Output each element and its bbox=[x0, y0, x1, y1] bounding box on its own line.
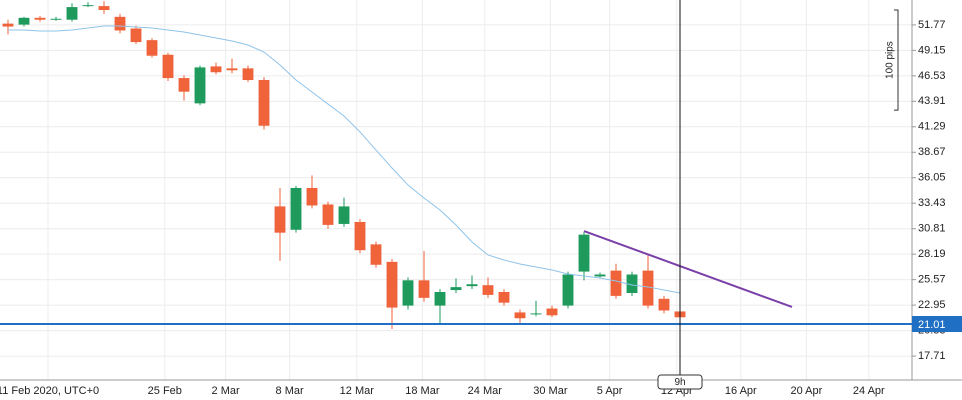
y-tick-label: 25.57 bbox=[918, 274, 946, 286]
candle-body bbox=[578, 234, 590, 272]
candle-body bbox=[98, 6, 110, 11]
candle-body bbox=[2, 23, 14, 27]
moving-average bbox=[8, 25, 681, 294]
crosshair-label-box bbox=[657, 374, 703, 390]
candle-body bbox=[418, 280, 430, 298]
candle-body bbox=[498, 292, 510, 303]
candle-body bbox=[226, 68, 238, 71]
candle-body bbox=[658, 298, 670, 311]
x-tick-label: 18 Mar bbox=[405, 385, 440, 397]
candle-body bbox=[482, 285, 494, 295]
candle-body bbox=[322, 204, 334, 225]
candle-body bbox=[370, 244, 382, 265]
candle-body bbox=[210, 66, 222, 73]
candle-body bbox=[194, 67, 206, 104]
pips-bracket bbox=[894, 9, 899, 111]
x-tick-label: 25 Feb bbox=[148, 385, 182, 397]
y-tick-label: 43.91 bbox=[918, 95, 946, 107]
y-tick-label: 51.77 bbox=[918, 19, 946, 31]
candle-body bbox=[450, 287, 462, 291]
candle-body bbox=[34, 17, 46, 20]
candle-body bbox=[162, 54, 174, 79]
candle-body bbox=[594, 274, 606, 277]
candle-body bbox=[642, 270, 654, 306]
candle-body bbox=[274, 206, 286, 233]
x-tick-label: 20 Apr bbox=[790, 385, 822, 397]
candle-body bbox=[354, 221, 366, 251]
y-tick-label: 36.05 bbox=[918, 172, 946, 184]
candle-body bbox=[306, 187, 318, 206]
candle-body bbox=[82, 5, 94, 7]
price-label-box bbox=[912, 315, 962, 332]
x-tick-label: 24 Apr bbox=[853, 385, 885, 397]
candle-body bbox=[18, 17, 30, 25]
y-tick-label: 46.53 bbox=[918, 70, 946, 82]
candle-body bbox=[386, 261, 398, 308]
y-tick-label: 17.71 bbox=[918, 350, 946, 362]
y-tick-label: 38.67 bbox=[918, 146, 946, 158]
candle-body bbox=[434, 292, 446, 306]
candle-body bbox=[466, 284, 478, 287]
candle-body bbox=[50, 18, 62, 20]
x-tick-label: 12 Mar bbox=[340, 385, 375, 397]
candle-body bbox=[130, 28, 142, 43]
candle-body bbox=[146, 40, 158, 56]
candle-body bbox=[290, 187, 302, 230]
x-tick-label: 5 Apr bbox=[597, 385, 623, 397]
x-tick-label: 2 Mar bbox=[212, 385, 240, 397]
crosshair-label: 9h bbox=[674, 377, 685, 388]
y-tick-label: 33.43 bbox=[918, 197, 946, 209]
candle-body bbox=[178, 78, 190, 92]
x-tick-label: 16 Apr bbox=[725, 385, 757, 397]
candle-body bbox=[514, 312, 526, 319]
price-label: 21.01 bbox=[918, 319, 946, 331]
y-tick-label: 49.15 bbox=[918, 44, 946, 56]
candle-body bbox=[402, 280, 414, 306]
candle-body bbox=[258, 80, 270, 126]
candle-body bbox=[546, 308, 558, 316]
candle-body bbox=[66, 7, 78, 20]
x-tick-label: 8 Mar bbox=[276, 385, 304, 397]
candle-body bbox=[610, 270, 622, 296]
candle-body bbox=[242, 68, 254, 81]
candle-body bbox=[626, 274, 638, 293]
x-tick-label: 11 Feb 2020, UTC+0 bbox=[0, 385, 99, 397]
x-tick-label: 30 Mar bbox=[533, 385, 568, 397]
pips-label: 100 pips bbox=[885, 41, 896, 79]
y-tick-label: 30.81 bbox=[918, 223, 946, 235]
candle-body bbox=[530, 313, 542, 315]
candle-body bbox=[338, 206, 350, 224]
y-tick-label: 28.19 bbox=[918, 248, 946, 260]
y-tick-label: 22.95 bbox=[918, 299, 946, 311]
candle-body bbox=[114, 16, 126, 31]
x-tick-label: 24 Mar bbox=[468, 385, 503, 397]
candle-body bbox=[562, 274, 574, 306]
trendline bbox=[583, 230, 793, 308]
y-tick-label: 41.29 bbox=[918, 121, 946, 133]
